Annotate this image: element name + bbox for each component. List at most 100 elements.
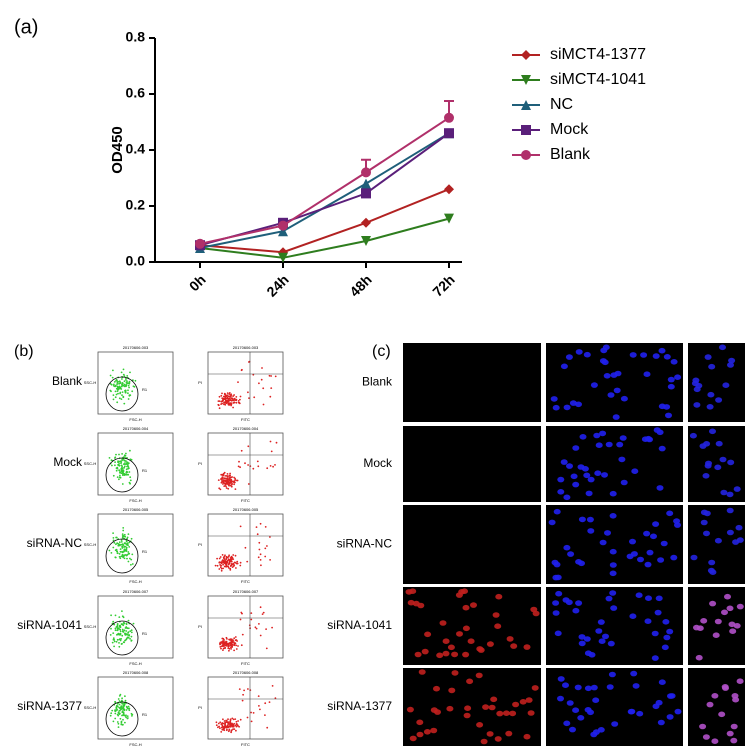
cell bbox=[599, 358, 607, 364]
dot bbox=[223, 562, 226, 565]
dot bbox=[258, 623, 260, 625]
dot bbox=[233, 481, 236, 484]
cell bbox=[667, 376, 675, 383]
dot bbox=[127, 389, 129, 392]
cell bbox=[619, 435, 627, 441]
cell bbox=[726, 529, 734, 536]
dot bbox=[221, 392, 223, 395]
dot bbox=[116, 623, 119, 625]
dot bbox=[258, 705, 260, 707]
marker bbox=[278, 220, 288, 231]
dot bbox=[118, 453, 120, 456]
gate bbox=[105, 457, 139, 493]
cell bbox=[714, 464, 722, 471]
dot bbox=[227, 478, 230, 481]
cell bbox=[583, 472, 591, 479]
dot bbox=[119, 391, 122, 394]
cell bbox=[702, 734, 710, 740]
cell bbox=[447, 644, 455, 651]
dot bbox=[117, 711, 120, 714]
dot bbox=[264, 555, 267, 558]
cell bbox=[512, 701, 520, 708]
image bbox=[403, 505, 541, 584]
cell bbox=[722, 382, 730, 389]
cell bbox=[657, 557, 665, 563]
gate-label: R1 bbox=[142, 549, 148, 554]
dot bbox=[229, 399, 231, 402]
dot bbox=[128, 546, 131, 548]
cell bbox=[560, 459, 568, 465]
dot bbox=[112, 537, 115, 539]
cell bbox=[409, 735, 417, 742]
cell bbox=[650, 533, 657, 540]
dot bbox=[227, 721, 230, 724]
legend-label: siMCT4-1377 bbox=[550, 46, 646, 63]
dot bbox=[118, 541, 121, 544]
x-tick-label: 24h bbox=[263, 271, 291, 299]
dot bbox=[252, 467, 255, 470]
dot bbox=[114, 461, 116, 463]
cell bbox=[553, 508, 561, 515]
dot bbox=[241, 699, 244, 702]
dot bbox=[122, 527, 125, 529]
dot bbox=[230, 731, 233, 734]
cell bbox=[505, 730, 513, 737]
dot bbox=[266, 467, 269, 470]
row-label: siRNA-1377 bbox=[17, 699, 82, 713]
dot bbox=[269, 440, 272, 443]
dot bbox=[227, 565, 230, 568]
dot bbox=[122, 556, 124, 559]
dot bbox=[110, 712, 113, 715]
dot bbox=[259, 522, 262, 525]
cell bbox=[665, 412, 672, 419]
dot bbox=[233, 394, 236, 396]
dot bbox=[225, 487, 228, 489]
dot bbox=[252, 712, 255, 714]
dot bbox=[219, 564, 222, 566]
cell bbox=[490, 696, 498, 703]
dot bbox=[239, 718, 242, 721]
plot-x-label: FSC-H bbox=[129, 417, 141, 422]
cell bbox=[711, 738, 719, 744]
dot bbox=[230, 480, 232, 483]
dot bbox=[114, 549, 117, 552]
dot bbox=[229, 484, 232, 487]
dot bbox=[117, 544, 120, 547]
dot bbox=[233, 564, 236, 567]
plot-x-label: FITC bbox=[241, 661, 250, 666]
dot bbox=[123, 704, 126, 707]
cell bbox=[654, 609, 662, 616]
dot bbox=[223, 477, 226, 480]
dot bbox=[128, 380, 131, 383]
series-line bbox=[199, 188, 450, 254]
dot bbox=[219, 727, 221, 730]
dot bbox=[119, 474, 121, 477]
dot bbox=[253, 396, 256, 399]
dot bbox=[248, 397, 250, 399]
plot-y-label: SSC-H bbox=[84, 461, 97, 466]
dot bbox=[113, 383, 115, 386]
cell bbox=[572, 707, 580, 713]
dot bbox=[219, 646, 222, 648]
dot bbox=[114, 384, 117, 387]
dot bbox=[118, 706, 121, 709]
dot bbox=[120, 398, 123, 400]
dot bbox=[119, 717, 122, 720]
dot bbox=[121, 471, 124, 474]
dot bbox=[123, 557, 126, 560]
cell bbox=[488, 704, 496, 711]
dot bbox=[214, 564, 217, 567]
cell bbox=[494, 623, 502, 629]
cell bbox=[714, 618, 722, 625]
dot bbox=[126, 553, 129, 556]
dot bbox=[256, 460, 259, 463]
dot bbox=[129, 449, 131, 452]
cell bbox=[424, 631, 432, 638]
legend-label: Blank bbox=[550, 146, 591, 163]
dot bbox=[119, 630, 122, 633]
dot bbox=[240, 449, 243, 452]
dot bbox=[230, 641, 233, 644]
dot bbox=[235, 648, 238, 650]
dot bbox=[222, 559, 225, 562]
dot bbox=[230, 399, 233, 402]
